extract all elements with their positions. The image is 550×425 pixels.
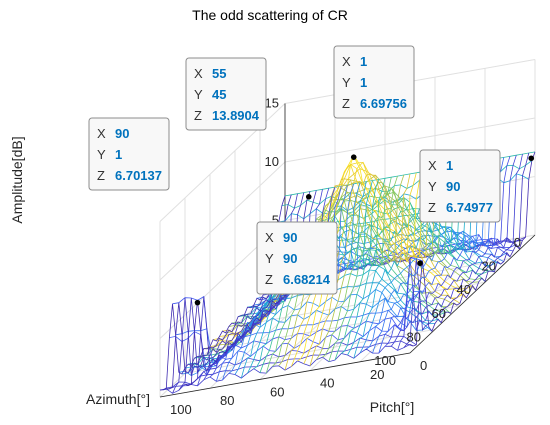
x-tick-label: 0 xyxy=(514,235,521,250)
datatip-value: 6.70137 xyxy=(115,168,162,183)
datatip-box xyxy=(419,149,501,223)
datatip-value: 6.74977 xyxy=(446,200,493,215)
datatip-value: 13.8904 xyxy=(212,108,260,123)
y-axis-label: Pitch[°] xyxy=(370,399,415,415)
x-tick-label: 80 xyxy=(407,329,421,344)
datatip-key: Z xyxy=(265,272,273,287)
mesh-line xyxy=(284,173,411,371)
datatip[interactable]: X 1Y 1Z 6.69756 xyxy=(333,45,535,162)
mesh-line xyxy=(297,154,423,362)
mesh-line xyxy=(353,161,480,359)
z-tick-label: 15 xyxy=(265,96,279,111)
datatip-marker xyxy=(350,154,357,160)
mesh-line xyxy=(315,168,442,360)
datatip-key: Z xyxy=(342,96,350,111)
datatip-box xyxy=(256,221,338,295)
mesh-line xyxy=(366,159,492,350)
mesh-line xyxy=(272,175,398,367)
z-axis-label: Amplitude[dB] xyxy=(9,136,25,223)
datatip-marker xyxy=(417,260,423,267)
x-tick-label: 40 xyxy=(457,282,471,297)
mesh-line xyxy=(309,169,436,367)
y-tick-label: 80 xyxy=(220,393,234,408)
datatip-key: Y xyxy=(342,75,351,90)
datatip-marker xyxy=(194,299,201,306)
datatip-value: 55 xyxy=(212,66,226,81)
datatip-value: 1 xyxy=(446,158,453,173)
x-tick-label: 20 xyxy=(482,259,496,274)
mesh-line xyxy=(397,154,523,351)
y-tick-label: 100 xyxy=(170,402,192,417)
mesh-line xyxy=(378,157,505,354)
mesh-line xyxy=(347,162,473,356)
datatip-value: 6.69756 xyxy=(360,96,407,111)
datatip-key: X xyxy=(428,158,437,173)
mesh-line xyxy=(390,155,517,347)
x-tick-label: 100 xyxy=(374,353,396,368)
x-axis-label: Azimuth[°] xyxy=(86,391,150,407)
datatip-value: 90 xyxy=(283,230,297,245)
datatip-key: Y xyxy=(194,87,203,102)
datatip-value: 90 xyxy=(283,251,297,266)
mesh-line xyxy=(403,152,530,348)
chart-title: The odd scattering of CR xyxy=(192,7,348,23)
datatip-key: X xyxy=(194,66,203,81)
x-tick-label: 60 xyxy=(432,306,446,321)
datatip-marker xyxy=(528,155,535,162)
y-tick-label: 20 xyxy=(370,367,384,382)
axis-ticks: 051015020406080100020406080100 xyxy=(170,96,521,418)
datatip-key: Y xyxy=(97,147,106,162)
y-tick-label: 40 xyxy=(320,376,334,391)
datatip[interactable]: X 90 Y 90 Z 6.68214 xyxy=(194,221,338,306)
datatip-box xyxy=(88,117,170,191)
mesh-line xyxy=(303,161,430,364)
datatip[interactable]: X 55 Y 45 Z 13.8904 xyxy=(185,57,357,160)
mesh-line xyxy=(322,167,448,358)
datatip-value: 6.68214 xyxy=(283,272,331,287)
z-tick-label: 10 xyxy=(265,154,279,169)
datatip-key: Z xyxy=(97,168,105,183)
datatip-box xyxy=(333,45,415,119)
z-tick-label: 5 xyxy=(272,213,279,228)
datatip-key: X xyxy=(97,126,106,141)
datatip-value: 45 xyxy=(212,87,226,102)
mesh-line xyxy=(372,158,498,354)
datatip-key: Z xyxy=(428,200,436,215)
datatip-value: 1 xyxy=(115,147,122,162)
datatip-value: 1 xyxy=(360,54,367,69)
y-tick-label: 60 xyxy=(270,384,284,399)
datatip-key: X xyxy=(265,230,274,245)
datatip-key: Y xyxy=(428,179,437,194)
datatip[interactable]: X 1Y 90 Z 6.74977 xyxy=(305,149,501,223)
mesh-line xyxy=(341,163,467,354)
mesh-line xyxy=(334,165,461,361)
datatip-value: 90 xyxy=(446,179,460,194)
datatip-value: 90 xyxy=(115,126,129,141)
datatip-key: Z xyxy=(194,108,202,123)
datatip-key: Y xyxy=(265,251,274,266)
datatip[interactable]: X 90Y 1Z 6.70137 xyxy=(88,117,423,267)
mesh-line xyxy=(290,163,417,367)
mesh-line xyxy=(278,174,405,367)
mesh-line xyxy=(409,151,536,347)
y-tick-label: 0 xyxy=(420,358,427,373)
datatip-key: X xyxy=(342,54,351,69)
datatip-value: 1 xyxy=(360,75,367,90)
mesh-line xyxy=(384,156,511,347)
datatip-marker xyxy=(305,194,312,200)
datatip-box xyxy=(185,57,267,131)
